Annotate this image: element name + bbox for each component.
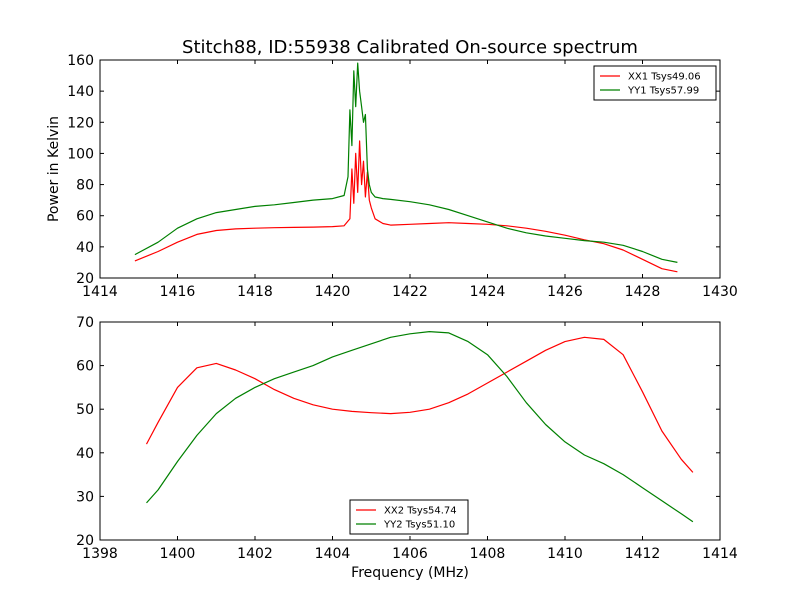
x-tick-label: 1410 <box>547 546 583 562</box>
x-tick-label: 1408 <box>470 546 506 562</box>
x-tick-label: 1412 <box>625 546 661 562</box>
y-tick-label: 160 <box>67 53 94 69</box>
legend-box <box>593 65 717 101</box>
x-tick-label: 1400 <box>160 546 196 562</box>
x-tick-label: 1430 <box>702 284 738 300</box>
legend-box <box>349 499 469 535</box>
x-tick-label: 1422 <box>392 284 428 300</box>
y-tick-label: 20 <box>76 533 94 549</box>
y-axis-label: Power in Kelvin <box>46 116 62 222</box>
y-tick-label: 50 <box>76 402 94 418</box>
x-tick-label: 1420 <box>315 284 351 300</box>
x-tick-label: 1402 <box>237 546 273 562</box>
series-line-1 <box>134 140 678 273</box>
legend-label-1: XX1 Tsys49.06 <box>628 72 701 83</box>
y-tick-label: 100 <box>67 146 94 162</box>
x-tick-label: 1424 <box>470 284 506 300</box>
y-tick-label: 40 <box>76 240 94 256</box>
legend-label-1: XX2 Tsys54.74 <box>384 506 457 517</box>
x-tick-label: 1406 <box>392 546 428 562</box>
x-tick-label: 1414 <box>82 284 118 300</box>
x-tick-label: 1428 <box>625 284 661 300</box>
top-panel: 1414 1416 1418 1420 1422 1424 1426 1428 1430 20 40… <box>46 53 738 300</box>
y-tick-label: 30 <box>76 489 94 505</box>
legend: XX1 Tsys49.06 YY1 Tsys57.99 <box>593 65 717 101</box>
series-line-2 <box>134 62 678 263</box>
x-axis-label: Frequency (MHz) <box>351 565 469 581</box>
series-line-1 <box>145 336 694 473</box>
x-tick-label: 1398 <box>82 546 118 562</box>
x-tick-label: 1416 <box>160 284 196 300</box>
series-line-2 <box>146 331 694 523</box>
y-tick-label: 60 <box>76 209 94 225</box>
x-tick-label: 1426 <box>547 284 583 300</box>
legend-label-2: YY2 Tsys51.10 <box>383 520 455 531</box>
x-tick-label: 1414 <box>702 546 738 562</box>
y-tick-label: 20 <box>76 271 94 287</box>
y-tick-label: 140 <box>67 84 94 100</box>
bottom-panel: 1398 1400 1402 1404 1406 1408 1410 1412 1414 20 30… <box>76 315 738 581</box>
x-tick-label: 1418 <box>237 284 273 300</box>
x-tick-label: 1404 <box>315 546 351 562</box>
y-tick-label: 120 <box>67 115 94 131</box>
y-tick-label: 60 <box>76 359 94 375</box>
chart-title: Stitch88, ID:55938 Calibrated On-source … <box>182 37 638 58</box>
y-tick-label: 40 <box>76 446 94 462</box>
y-tick-label: 70 <box>76 315 94 331</box>
legend-label-2: YY1 Tsys57.99 <box>627 86 699 97</box>
y-tick-label: 80 <box>76 178 94 194</box>
legend: XX2 Tsys54.74 YY2 Tsys51.10 <box>349 499 469 535</box>
